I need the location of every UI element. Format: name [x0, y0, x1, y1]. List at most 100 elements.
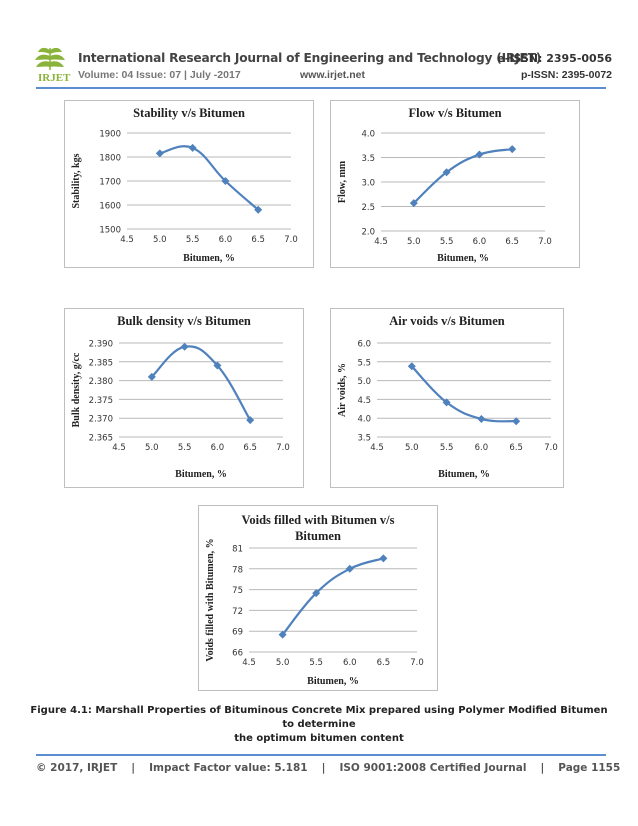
y-tick-label: 2.5 [361, 203, 375, 213]
data-point [475, 150, 484, 159]
x-tick-label: 6.5 [509, 443, 523, 453]
x-tick-label: 6.5 [243, 443, 257, 453]
chart-title: Bulk density v/s Bitumen [117, 314, 251, 328]
y-tick-label: 2.375 [89, 396, 113, 406]
y-tick-label: 2.370 [89, 415, 113, 425]
y-tick-label: 2.365 [89, 434, 113, 444]
x-tick-label: 6.5 [505, 237, 519, 247]
y-axis-label: Air voids, % [337, 363, 348, 417]
y-tick-label: 4.5 [357, 396, 371, 406]
data-point [407, 362, 416, 371]
x-tick-label: 7.0 [544, 443, 558, 453]
flow-chart-svg: Flow v/s Bitumen 2.0 2.5 3.0 3.5 4.0 4.5 5.0 5.5… [337, 106, 552, 264]
x-tick-label: 5.5 [440, 237, 454, 247]
chart-title: Flow v/s Bitumen [408, 106, 501, 120]
y-tick-label: 2.380 [89, 377, 113, 387]
x-tick-label: 4.5 [112, 443, 126, 453]
data-point [508, 145, 517, 154]
air-voids-chart: Air voids v/s Bitumen 3.5 4.0 4.5 5.0 5.5 6.0 4… [330, 308, 564, 488]
x-tick-label: 4.5 [370, 443, 384, 453]
series-line [413, 148, 513, 204]
footer-separator: | [321, 762, 326, 774]
x-tick-label: 4.5 [242, 658, 256, 668]
x-axis-label: Bitumen, % [438, 469, 490, 480]
x-tick-label: 6.0 [219, 235, 233, 245]
y-tick-label: 66 [232, 649, 243, 659]
page-header: IRJET International Research Journal of … [0, 0, 638, 90]
x-tick-label: 4.5 [374, 237, 388, 247]
y-tick-label: 5.0 [357, 377, 371, 387]
data-point [246, 416, 255, 425]
y-axis-label: Voids filled with Bitumen, % [205, 538, 216, 661]
caption-line-2: the optimum bitumen content [234, 733, 404, 744]
x-tick-label: 7.0 [538, 237, 552, 247]
data-point [442, 398, 451, 407]
y-tick-label: 4.0 [357, 415, 371, 425]
data-point [312, 589, 321, 598]
y-axis-label: Flow, mm [337, 160, 348, 203]
data-point [221, 177, 230, 185]
data-point [409, 199, 418, 208]
y-tick-label: 1600 [99, 202, 121, 212]
y-axis-label: Stability, kgs [71, 153, 82, 208]
x-tick-label: 7.0 [284, 235, 298, 245]
x-tick-label: 6.0 [475, 443, 489, 453]
data-point [379, 554, 388, 563]
data-point [477, 414, 486, 423]
y-tick-label: 2.0 [361, 228, 375, 238]
data-point [155, 149, 164, 158]
y-tick-label: 75 [232, 586, 243, 596]
bulk-density-chart-svg: Bulk density v/s Bitumen 2.365 2.370 2.375 2… [71, 314, 290, 480]
x-axis-label: Bitumen, % [437, 253, 489, 264]
x-axis-label: Bitumen, % [175, 469, 227, 480]
x-tick-label: 5.5 [186, 235, 200, 245]
series-line [281, 557, 384, 636]
vfb-chart: Voids filled with Bitumen v/s Bitumen 66 69… [198, 505, 438, 691]
x-axis-label: Bitumen, % [307, 676, 359, 687]
y-tick-label: 4.0 [361, 130, 375, 140]
y-tick-label: 6.0 [357, 340, 371, 350]
x-tick-label: 6.0 [343, 658, 357, 668]
y-tick-label: 2.385 [89, 358, 113, 368]
page-footer: © 2017, IRJET | Impact Factor value: 5.181… [36, 762, 620, 774]
chart-title: Air voids v/s Bitumen [389, 314, 504, 328]
journal-title: International Research Journal of Engine… [78, 51, 542, 65]
e-issn: e-ISSN: 2395-0056 [497, 52, 612, 65]
vfb-chart-svg: Voids filled with Bitumen v/s Bitumen 66 69… [205, 513, 424, 687]
footer-iso: ISO 9001:2008 Certified Journal [339, 762, 527, 774]
x-axis-label: Bitumen, % [183, 253, 235, 264]
figure-caption: Figure 4.1: Marshall Properties of Bitum… [30, 704, 608, 746]
data-point [254, 205, 263, 214]
y-tick-label: 2.390 [89, 340, 113, 350]
header-rule [36, 87, 606, 89]
footer-rule [36, 754, 606, 756]
x-tick-label: 6.0 [473, 237, 487, 247]
data-point [188, 143, 197, 152]
x-tick-label: 5.5 [309, 658, 323, 668]
website-link[interactable]: www.irjet.net [300, 69, 365, 81]
flow-chart: Flow v/s Bitumen 2.0 2.5 3.0 3.5 4.0 4.5 5.0 5.5… [330, 100, 580, 268]
x-tick-label: 6.5 [251, 235, 265, 245]
y-tick-label: 78 [232, 565, 243, 575]
y-tick-label: 3.0 [361, 179, 375, 189]
series-line [151, 345, 252, 421]
y-tick-label: 3.5 [361, 154, 375, 164]
volume-issue: Volume: 04 Issue: 07 | July -2017 [78, 69, 241, 81]
x-tick-label: 5.0 [145, 443, 159, 453]
data-point [345, 564, 354, 573]
data-point [213, 361, 222, 370]
y-tick-label: 1500 [99, 226, 121, 236]
irjet-logo [30, 42, 74, 86]
stability-chart-svg: Stability v/s Bitumen 1500 1600 1700 1800 190… [71, 106, 298, 264]
data-point [180, 342, 189, 351]
series-line [411, 365, 517, 423]
air-voids-chart-svg: Air voids v/s Bitumen 3.5 4.0 4.5 5.0 5.5 6.0 4… [337, 314, 558, 480]
x-tick-label: 5.0 [405, 443, 419, 453]
x-tick-label: 5.0 [276, 658, 290, 668]
y-tick-label: 81 [232, 545, 243, 555]
y-tick-label: 69 [232, 628, 243, 638]
y-tick-label: 72 [232, 607, 243, 617]
stability-chart: Stability v/s Bitumen 1500 1600 1700 1800 190… [64, 100, 314, 268]
bulk-density-chart: Bulk density v/s Bitumen 2.365 2.370 2.375 2… [64, 308, 304, 488]
footer-impact-factor: Impact Factor value: 5.181 [149, 762, 308, 774]
